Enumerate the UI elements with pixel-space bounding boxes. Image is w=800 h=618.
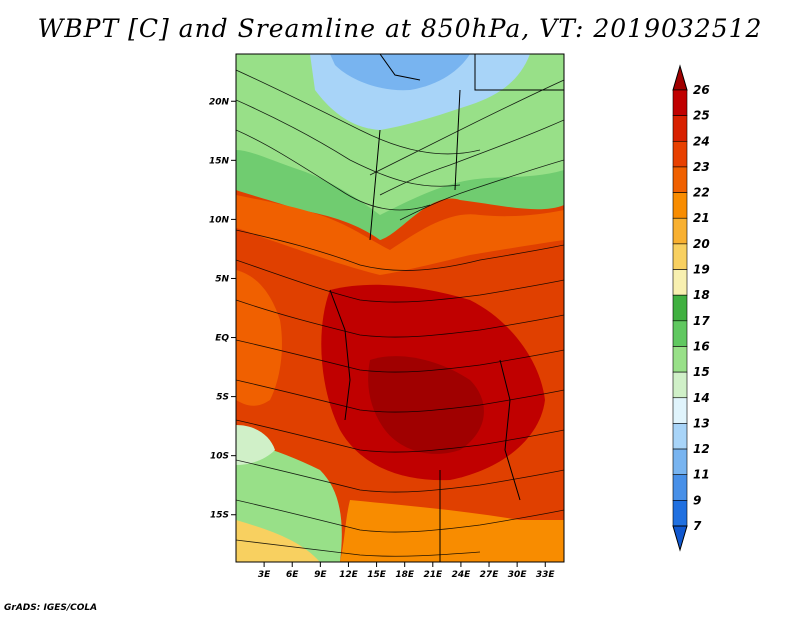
x-tick-label: 18E <box>395 570 415 580</box>
colorbar-swatch <box>672 140 688 168</box>
colorbar-label: 16 <box>693 339 710 353</box>
colorbar-swatch <box>672 243 688 270</box>
x-tick-label: 27E <box>480 570 500 580</box>
colorbar-label: 24 <box>693 134 710 148</box>
x-tick-label: 15E <box>367 570 387 580</box>
x-tick-label: 3E <box>258 570 271 580</box>
orange-south <box>340 500 564 562</box>
colorbar: 26 25 24 23 22 21 20 19 18 17 16 15 14 13 12 11 9 7 <box>672 64 710 552</box>
colorbar-label: 20 <box>693 237 710 251</box>
colorbar-swatch <box>672 166 688 193</box>
colorbar-swatch <box>672 269 688 296</box>
y-tick-label: 10S <box>210 452 229 462</box>
colorbar-swatch <box>672 500 688 527</box>
orange-rim <box>236 195 564 275</box>
x-tick-label: 21E <box>423 570 443 580</box>
colorbar-label: 14 <box>693 391 710 405</box>
colorbar-label: 12 <box>693 442 710 456</box>
colorbar-label: 26 <box>693 83 710 97</box>
chart-title: WBPT [C] and Sreamline at 850hPa, VT: 20… <box>37 14 763 43</box>
colorbar-swatch <box>672 474 688 501</box>
colorbar-label: 19 <box>693 263 710 277</box>
streamlines <box>236 69 564 557</box>
y-tick-label: 10N <box>209 215 230 225</box>
x-tick-label: 6E <box>286 570 299 580</box>
colorbar-swatch <box>672 346 688 373</box>
red-deep <box>368 356 484 454</box>
colorbar-swatch <box>672 320 688 347</box>
colorbar-swatch <box>672 397 688 424</box>
colorbar-swatch <box>672 115 688 142</box>
x-axis: 3E 6E 9E 12E 15E 18E 21E 24E 27E 30E 33E <box>258 562 556 580</box>
colorbar-bottom-arrow <box>672 525 688 552</box>
x-tick-label: 12E <box>339 570 359 580</box>
footer-credit: GrADS: IGES/COLA <box>4 603 98 613</box>
map-frame <box>235 53 565 563</box>
colorbar-swatch <box>672 371 688 399</box>
colorbar-label: 11 <box>693 468 710 482</box>
blue-sw <box>236 425 275 465</box>
y-tick-label: 5S <box>216 393 229 403</box>
borders <box>329 53 564 562</box>
x-tick-label: 9E <box>314 570 327 580</box>
y-tick-label: EQ <box>215 334 229 344</box>
x-tick-label: 30E <box>508 570 528 580</box>
x-tick-label: 24E <box>452 570 472 580</box>
colorbar-swatch <box>672 448 688 476</box>
colorbar-swatch <box>672 294 688 322</box>
colorbar-label: 22 <box>693 186 710 200</box>
temperature-field <box>236 54 564 562</box>
y-tick-label: 15N <box>209 156 230 166</box>
blue-core-north <box>330 54 470 91</box>
colorbar-label: 23 <box>693 160 710 174</box>
colorbar-swatch <box>672 89 688 116</box>
y-tick-label: 15S <box>210 511 229 521</box>
colorbar-label: 18 <box>693 288 710 302</box>
colorbar-swatch <box>672 192 688 219</box>
y-tick-label: 5N <box>215 274 229 284</box>
y-axis: 20N 15N 10N 5N EQ 5S 10S 15S <box>209 97 236 521</box>
colorbar-label: 21 <box>693 211 710 225</box>
y-tick-label: 20N <box>209 97 230 107</box>
colorbar-label: 13 <box>693 416 710 430</box>
colorbar-swatch <box>672 217 688 245</box>
colorbar-label: 25 <box>693 109 710 123</box>
colorbar-swatch <box>672 423 688 450</box>
colorbar-label: 7 <box>693 519 702 533</box>
x-tick-label: 33E <box>536 570 556 580</box>
colorbar-label: 9 <box>693 493 701 507</box>
yellow-sw <box>236 520 320 562</box>
colorbar-label: 17 <box>693 314 710 328</box>
colorbar-top-arrow <box>672 64 688 91</box>
colorbar-label: 15 <box>693 365 710 379</box>
